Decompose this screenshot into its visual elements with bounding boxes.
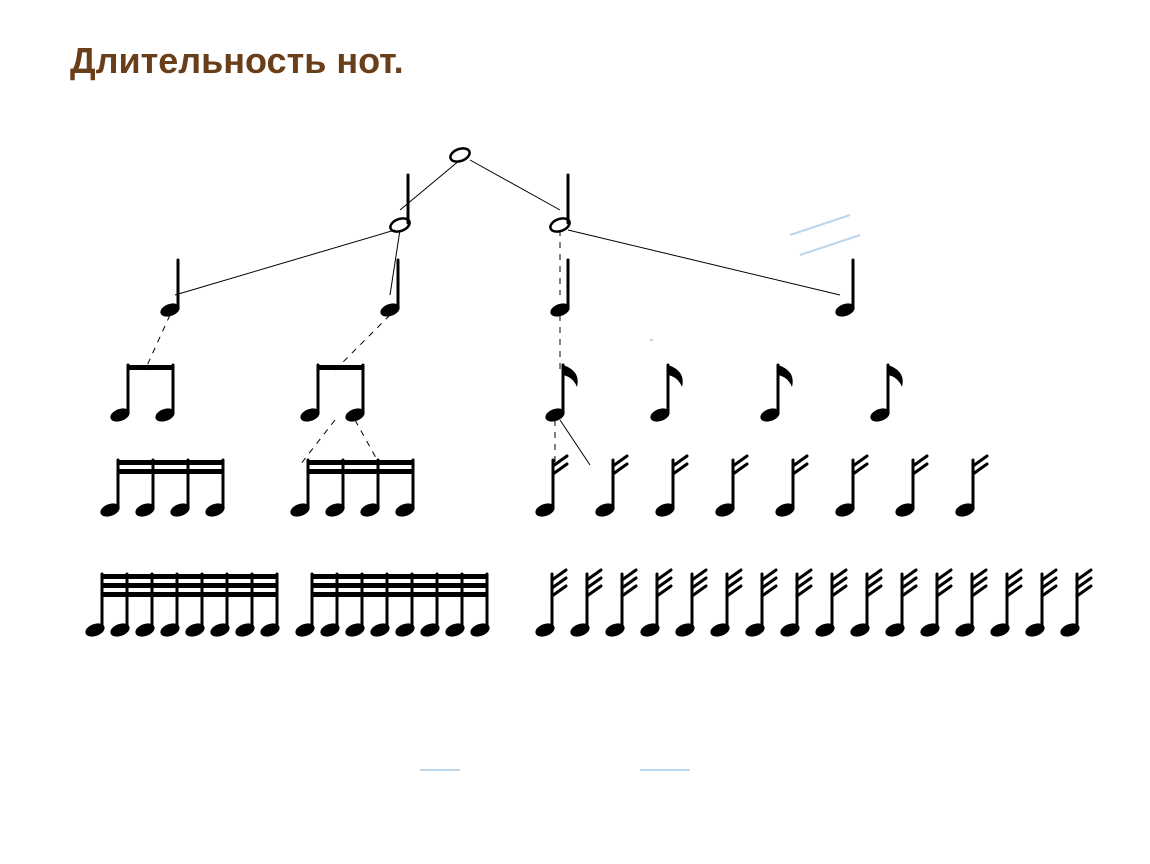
note-duration-tree <box>0 0 1150 864</box>
page: { "title": { "text": "Длительность нот."… <box>0 0 1150 864</box>
